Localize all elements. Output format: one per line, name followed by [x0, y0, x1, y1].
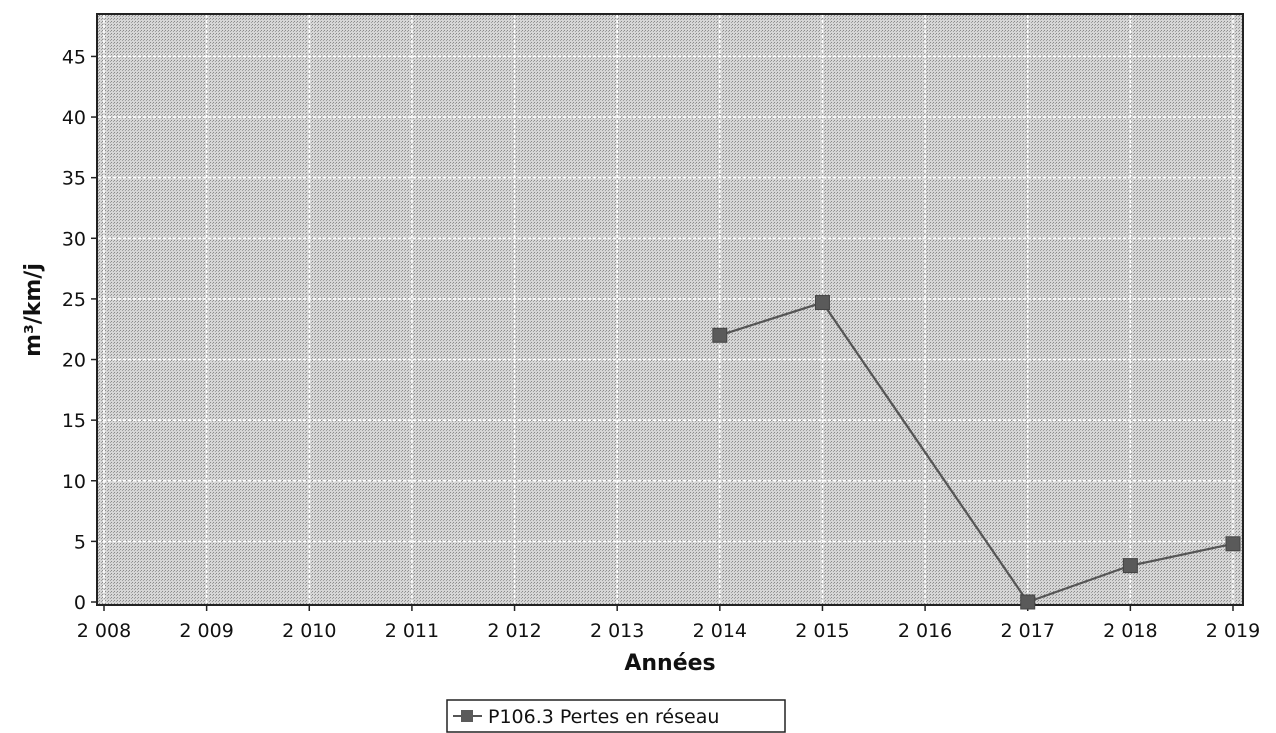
series-layer: [712, 295, 1241, 610]
x-tick-label: 2 008: [77, 620, 131, 642]
y-tick-label: 15: [62, 410, 86, 432]
data-point: [1122, 558, 1138, 574]
x-tick-label: 2 014: [693, 620, 747, 642]
x-tick-label: 2 016: [898, 620, 952, 642]
x-tick-label: 2 011: [385, 620, 439, 642]
x-tick-label: 2 015: [795, 620, 849, 642]
series-line-segment: [821, 301, 1029, 603]
x-tick-label: 2 012: [487, 620, 541, 642]
y-axis: 0 5 10 15 20 25 30 35 40 45: [62, 46, 97, 614]
y-axis-title: m³/km/j: [21, 263, 46, 357]
y-tick-label: 30: [62, 228, 86, 250]
series-line-segment: [719, 301, 823, 337]
series-line-segment: [1027, 564, 1131, 604]
series-line-segment: [1130, 542, 1234, 567]
x-tick-label: 2 019: [1206, 620, 1260, 642]
x-tick-label: 2 013: [590, 620, 644, 642]
y-tick-label: 45: [62, 46, 86, 68]
x-tick-label: 2 009: [179, 620, 233, 642]
data-point: [814, 295, 830, 311]
x-tick-label: 2 010: [282, 620, 336, 642]
data-point: [1225, 536, 1241, 552]
y-tick-label: 40: [62, 107, 86, 129]
x-axis-title: Années: [624, 651, 715, 676]
legend-label: P106.3 Pertes en réseau: [488, 706, 719, 728]
data-point: [712, 327, 728, 343]
legend-marker: [461, 710, 473, 722]
legend: P106.3 Pertes en réseau: [446, 699, 786, 733]
x-axis: 2 008 2 009 2 010 2 011 2 012 2 013 2 014 2 015…: [77, 605, 1260, 642]
data-point: [1020, 594, 1036, 610]
y-tick-label: 0: [74, 592, 86, 614]
y-tick-label: 10: [62, 471, 86, 493]
y-tick-label: 35: [62, 168, 86, 190]
y-tick-label: 25: [62, 289, 86, 311]
x-tick-label: 2 017: [1001, 620, 1055, 642]
y-tick-label: 20: [62, 350, 86, 372]
legend-box: [446, 699, 786, 733]
x-tick-label: 2 018: [1103, 620, 1157, 642]
plot-area: [96, 13, 1244, 606]
y-tick-label: 5: [74, 531, 86, 553]
grid-lines: [98, 15, 1242, 604]
